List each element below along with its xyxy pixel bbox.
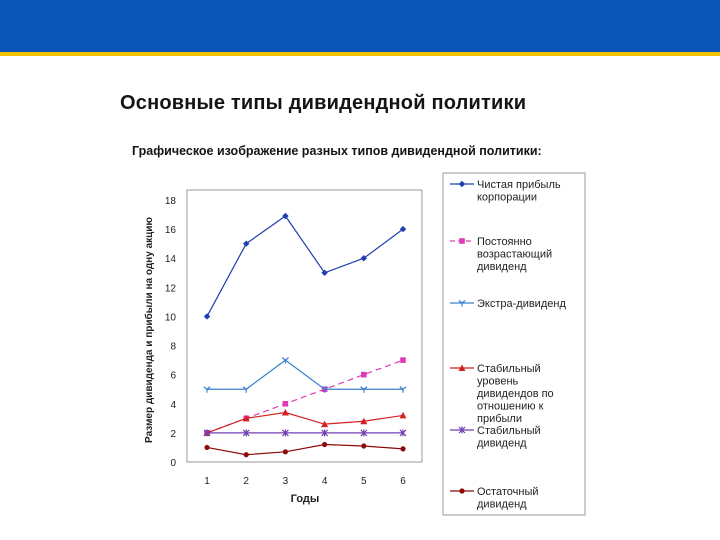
data-point: [400, 357, 406, 363]
data-point: [282, 400, 289, 407]
series-6: [204, 441, 406, 458]
legend-label: Стабильный дивиденд: [477, 425, 541, 450]
series-4: [203, 409, 407, 436]
y-tick-label: 14: [165, 254, 177, 265]
data-point: [399, 225, 407, 233]
data-point: [360, 386, 368, 393]
data-point: [399, 429, 407, 437]
data-point: [203, 386, 211, 393]
data-point: [459, 238, 465, 244]
x-tick-label: 3: [283, 476, 289, 487]
x-tick-label: 5: [361, 476, 367, 487]
data-point: [242, 414, 250, 422]
data-point: [399, 411, 407, 419]
slide-title: Основные типы дивидендной политики: [120, 92, 527, 114]
header-band: [0, 0, 720, 52]
data-point: [458, 300, 466, 307]
x-tick-label: 1: [204, 476, 210, 487]
plot-area-border: [186, 189, 423, 463]
legend-label: Стабильный уровень дивидендов по отношению …: [477, 363, 554, 425]
series-3: [203, 357, 407, 393]
data-point: [400, 446, 406, 452]
x-tick-label: 4: [322, 476, 328, 487]
y-tick-label: 12: [165, 283, 177, 294]
data-point: [243, 240, 250, 247]
y-tick-label: 10: [165, 312, 177, 323]
data-point: [204, 444, 210, 451]
data-point: [361, 443, 367, 449]
data-point: [281, 409, 289, 416]
y-tick-label: 18: [165, 196, 177, 207]
y-tick-label: 8: [170, 342, 176, 353]
data-point: [242, 429, 250, 437]
data-point: [282, 212, 289, 220]
data-point: [459, 488, 465, 494]
data-point: [458, 426, 466, 434]
data-point: [361, 371, 367, 378]
y-tick-label: 16: [165, 225, 177, 236]
data-point: [242, 386, 250, 393]
data-point: [243, 452, 249, 458]
y-tick-label: 4: [170, 400, 176, 411]
data-point: [281, 429, 289, 437]
y-tick-label: 2: [170, 429, 176, 440]
data-point: [203, 429, 211, 437]
series-1: [203, 212, 407, 320]
data-point: [203, 313, 211, 320]
legend-label: Остаточный дивиденд: [477, 486, 539, 511]
header-accent-line: [0, 52, 720, 56]
legend-entry: Остаточный дивиденд: [450, 486, 539, 511]
data-point: [322, 441, 328, 448]
legend-entry: Чистая прибыль корпорации: [450, 179, 561, 204]
series-2: [204, 357, 406, 436]
legend-entry: Стабильный дивиденд: [450, 425, 541, 450]
x-tick-label: 6: [400, 476, 406, 487]
legend-label: Чистая прибыль корпорации: [477, 179, 561, 204]
y-tick-label: 6: [170, 371, 176, 382]
data-point: [321, 269, 328, 276]
data-point: [360, 255, 367, 262]
data-point: [360, 429, 368, 437]
series-line: [206, 215, 404, 317]
legend-label: Экстра-дивиденд: [477, 298, 566, 310]
y-tick-label: 0: [170, 458, 176, 469]
y-axis-title: Размер дивиденда и прибыли на одну акцию: [143, 217, 155, 443]
data-point: [282, 449, 288, 455]
data-point: [360, 417, 368, 425]
data-point: [399, 386, 407, 393]
data-point: [458, 364, 466, 371]
series-line: [206, 443, 404, 456]
data-point: [458, 180, 466, 188]
series-line: [206, 411, 404, 434]
data-point: [321, 429, 329, 437]
series-5: [203, 429, 407, 437]
legend-entry: Постоянно возрастающий дивиденд: [450, 236, 552, 273]
x-axis-title: Годы: [291, 493, 320, 505]
legend-entry: Экстра-дивиденд: [450, 298, 566, 310]
legend-label: Постоянно возрастающий дивиденд: [477, 236, 552, 273]
legend-entry: Стабильный уровень дивидендов по отношению …: [450, 363, 554, 425]
x-tick-label: 2: [243, 476, 249, 487]
data-point: [321, 420, 329, 428]
data-point: [281, 357, 289, 364]
legend-box: [442, 172, 586, 516]
chart-subtitle: Графическое изображение разных типов див…: [132, 144, 542, 158]
data-point: [321, 386, 329, 393]
series-line: [207, 359, 403, 390]
